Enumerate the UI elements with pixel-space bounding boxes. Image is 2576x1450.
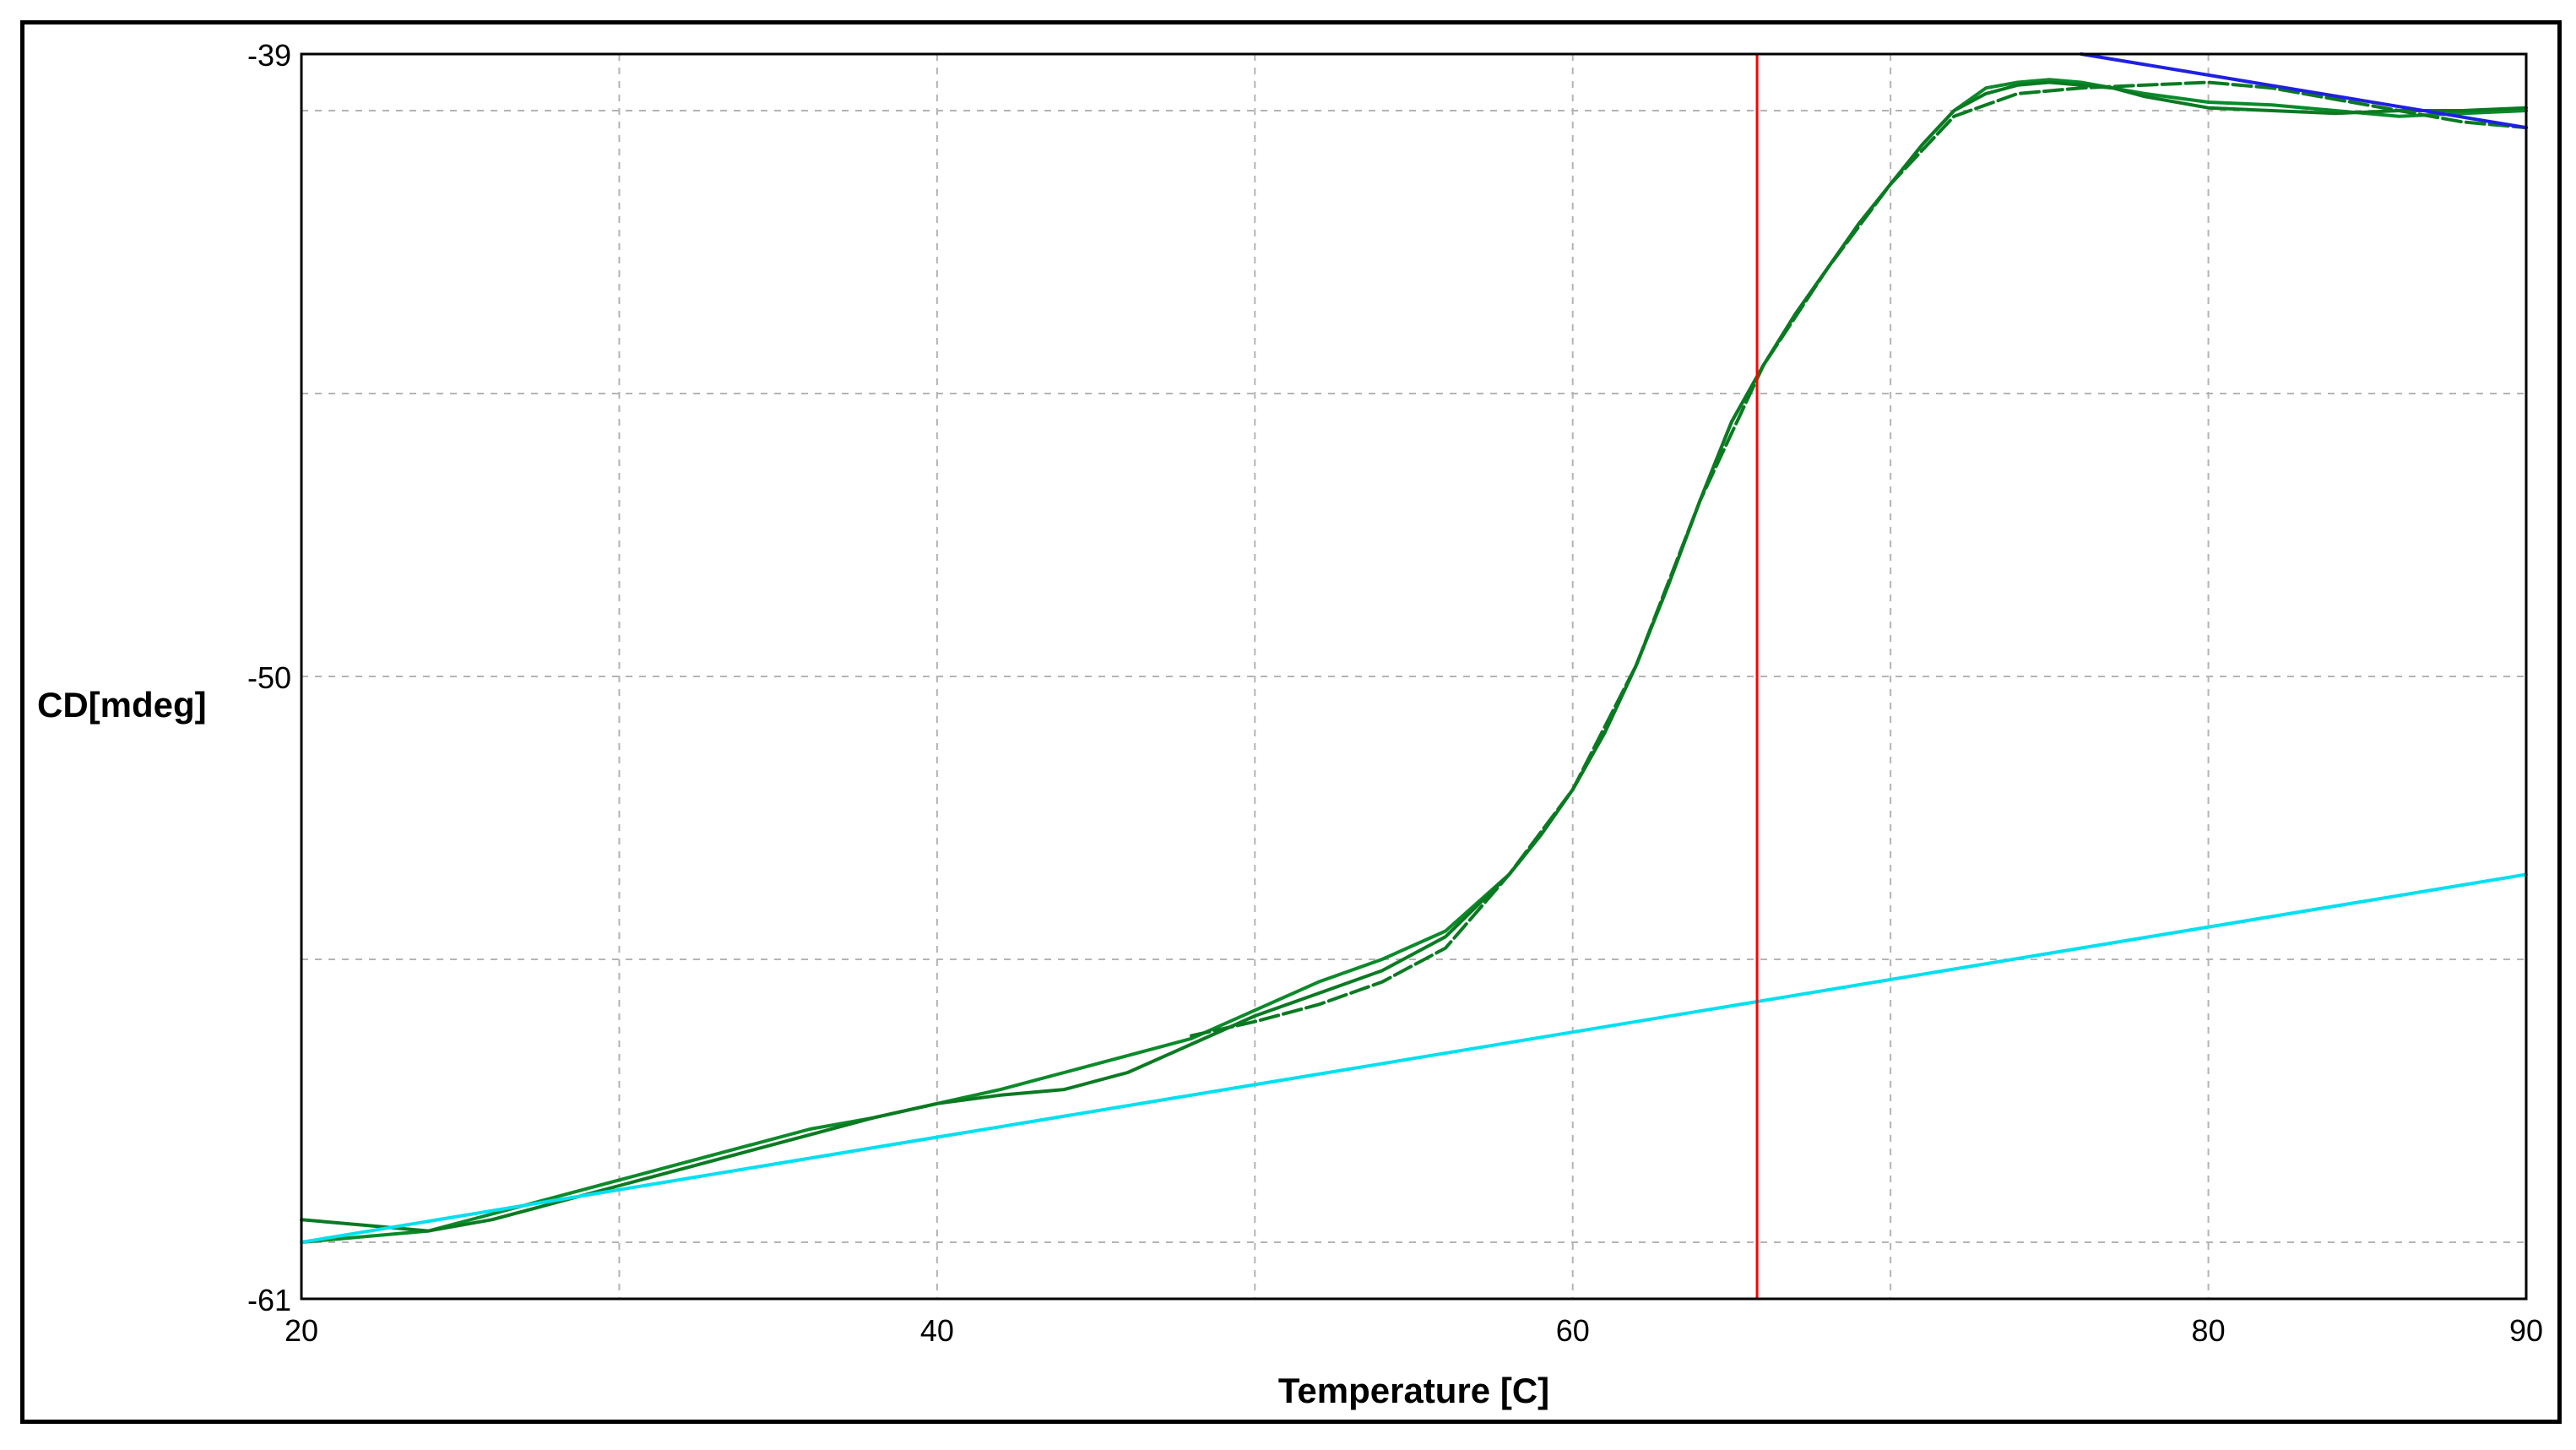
x-tick-label: 20: [285, 1313, 318, 1348]
x-tick-label: 60: [1556, 1313, 1590, 1348]
x-tick-label: 90: [2509, 1313, 2543, 1348]
chart-frame: 20 40 60 80 90 -39 -50 -61 Temperature [C] CD[…: [20, 20, 2562, 1424]
y-tick-label: -39: [247, 38, 291, 73]
x-tick-label: 80: [2192, 1313, 2226, 1348]
x-tick-labels: 20 40 60 80 90: [285, 1313, 2543, 1348]
grid-lines: [301, 54, 2526, 1299]
series-line-5: [2080, 52, 2528, 130]
y-tick-label: -61: [247, 1283, 291, 1317]
plot-border: [300, 52, 2528, 1301]
series-line-3: [1190, 80, 2528, 1038]
y-tick-label: -50: [247, 660, 291, 695]
y-tick-labels: -39 -50 -61: [247, 38, 291, 1317]
y-axis-label: CD[mdeg]: [37, 685, 207, 725]
series-group: [300, 52, 2528, 1244]
x-tick-label: 40: [920, 1313, 954, 1348]
series-line-4: [300, 872, 2528, 1244]
cd-melt-chart: 20 40 60 80 90 -39 -50 -61 Temperature [C] CD[…: [37, 38, 2543, 1410]
x-axis-label: Temperature [C]: [1278, 1371, 1549, 1410]
